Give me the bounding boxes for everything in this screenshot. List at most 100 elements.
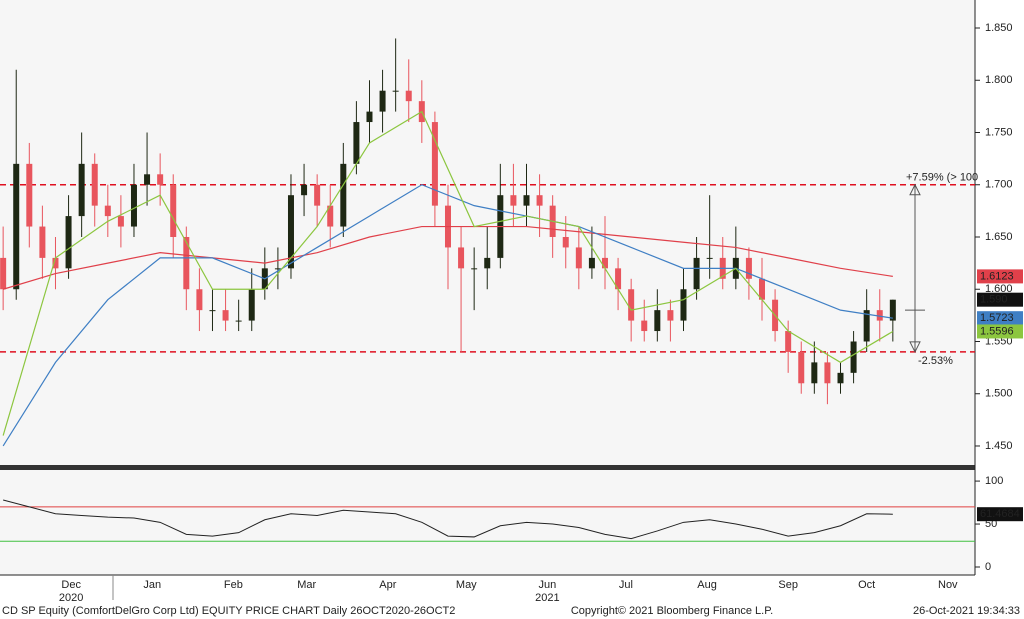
candle-body [785,331,792,352]
candle-body [130,184,137,227]
candle-body [196,289,203,311]
candle-body [91,163,98,206]
candle-body [693,257,700,290]
candle-body [65,216,72,269]
y-tick-label: 1.700 [985,179,1013,191]
footer-center: Copyright© 2021 Bloomberg Finance L.P. [571,605,773,617]
candle-body [0,257,7,290]
candle-body [366,111,373,123]
candle-body [758,278,765,300]
candle-body [157,174,164,185]
candle-body [588,257,595,269]
x-tick-label: Dec [61,579,81,591]
candle-body [680,289,687,321]
x-tick-label: Aug [697,579,717,591]
moving-average [2,184,893,447]
candle-body [536,195,543,206]
last-value-label: 1.590 [980,294,1008,306]
candle-body [850,341,857,373]
candle-body [248,289,255,321]
y-tick-label: 1.750 [985,126,1013,138]
x-tick-label: Apr [379,579,396,591]
candle-body [287,195,294,269]
candle-body [183,236,190,290]
x-tick-label: Jan [143,579,161,591]
candle-body [628,289,635,321]
candle-body [575,247,582,269]
last-value-box [977,324,1023,339]
x-tick-label: Oct [858,579,875,591]
candle-body [235,320,242,322]
year-label: 2020 [59,592,83,604]
candle-body [562,236,569,248]
candle-body [458,247,465,269]
candle-body [379,90,386,112]
candle-body [824,362,831,384]
x-tick-label: May [456,579,477,591]
candle-body [301,184,308,196]
last-value-label: 61.4684 [980,508,1020,520]
candle-body [170,184,177,237]
y-tick-label: 1.500 [985,388,1013,400]
y-tick-label: 1.650 [985,231,1013,243]
candle-body [798,351,805,384]
candle-body [510,195,517,206]
last-value-box [977,292,1023,307]
y-tick-label: 1.450 [985,440,1013,452]
candle-body [340,163,347,227]
candle-body [837,372,844,384]
candle-body [104,205,111,217]
candle-body [706,257,713,259]
last-value-label: 1.5596 [980,325,1014,337]
candle-body [26,163,33,227]
year-label: 2021 [535,592,559,604]
x-tick-label: Jun [539,579,557,591]
footer-left: CD SP Equity (ComfortDelGro Corp Ltd) EQ… [2,605,455,617]
y-tick-label: 1.850 [985,22,1013,34]
moving-average [2,110,894,436]
candle-body [144,174,151,185]
candle-body [667,310,674,321]
rsi-panel [0,470,975,575]
candle-body [209,310,216,312]
candle-body [392,90,399,92]
rsi-tick-label: 100 [985,475,1003,487]
y-tick-label: 1.600 [985,283,1013,295]
candle-body [327,205,334,227]
rsi-line [3,499,893,540]
x-tick-label: Nov [938,579,958,591]
y-tick-label: 1.800 [985,74,1013,86]
arrow-head [909,341,921,354]
candle-body [601,257,608,269]
candle-body [431,122,438,206]
moving-average [2,225,893,290]
candle-body [811,362,818,384]
candle-body [405,90,412,102]
arrow-head [909,183,921,196]
x-tick-label: Feb [224,579,243,591]
candle-body [39,226,46,258]
candle-body [615,268,622,290]
candle-body [484,257,491,269]
candle-body [745,257,752,279]
level-annotation: -2.53% [918,355,953,367]
candle-body [876,310,883,321]
candle-body [117,216,124,227]
last-value-box [977,507,1023,522]
candle-body [889,299,896,321]
candle-body [471,268,478,270]
candle-body [78,163,85,217]
footer-right: 26-Oct-2021 19:34:33 [913,605,1020,617]
candle-body [523,195,530,206]
last-value-box [977,311,1023,326]
last-value-label: 1.6123 [980,270,1014,282]
x-tick-label: Sep [778,579,798,591]
candle-body [13,163,20,290]
panel-separator [0,465,975,470]
x-tick-label: Mar [297,579,316,591]
candle-body [654,310,661,332]
x-tick-label: Jul [619,579,633,591]
last-value-box [977,269,1023,284]
candle-body [641,320,648,332]
